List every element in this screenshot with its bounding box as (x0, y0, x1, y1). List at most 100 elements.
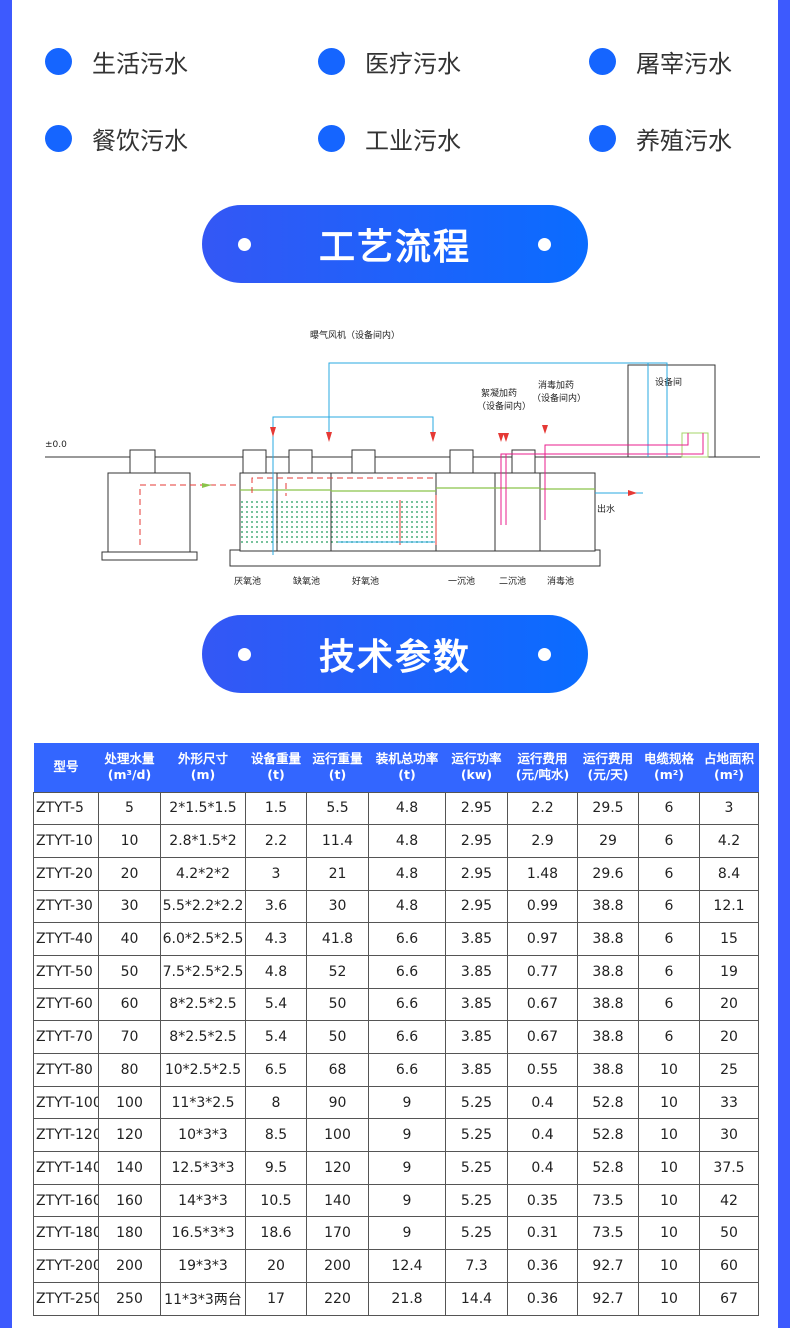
category-item: 餐饮污水 (45, 121, 188, 156)
air-pipes (272, 362, 668, 555)
column-header-unit: (元/天) (587, 767, 629, 783)
bullet-icon (318, 125, 345, 152)
table-cell: ZTYT-30 (33, 889, 99, 924)
table-cell: 20 (699, 987, 759, 1022)
table-cell: 5.5 (306, 791, 369, 826)
table-cell: 11*3*2.5 (160, 1085, 246, 1120)
table-cell: ZTYT-140 (33, 1151, 99, 1185)
table-cell: 10 (98, 824, 161, 858)
table-cell: 20 (98, 856, 161, 891)
table-cell: 10 (638, 1053, 700, 1087)
table-cell: 6 (638, 824, 700, 858)
table-cell: 1.48 (507, 856, 578, 891)
table-cell: 60 (98, 987, 161, 1022)
table-cell: 90 (306, 1085, 369, 1120)
table-cell: 29 (577, 824, 639, 858)
category-item: 养殖污水 (589, 121, 732, 156)
table-cell: 16.5*3*3 (160, 1216, 246, 1251)
table-cell: 5.25 (445, 1085, 508, 1120)
table-cell: 2.95 (445, 791, 508, 826)
table-cell: 4.2*2*2 (160, 856, 246, 891)
table-cell: ZTYT-160 (33, 1183, 99, 1218)
table-cell: 2.8*1.5*2 (160, 824, 246, 858)
table-cell: 6.6 (368, 987, 446, 1022)
table-cell: 6.6 (368, 954, 446, 989)
table-cell: 5.4 (245, 987, 307, 1022)
table-cell: 180 (98, 1216, 161, 1251)
table-cell: 14*3*3 (160, 1183, 246, 1218)
bio-media (241, 500, 436, 545)
table-cell: 33 (699, 1085, 759, 1120)
table-cell: 21 (306, 856, 369, 891)
table-cell: 10 (638, 1118, 700, 1153)
table-cell: ZTYT-120 (33, 1118, 99, 1153)
column-header: 占地面积 (m²) (699, 743, 759, 792)
table-cell: 8*2.5*2.5 (160, 987, 246, 1022)
spec-table: 型号 处理水量 (m³/d) 外形尺寸 (m) 设备重量 (t) 运行重量 (t) 装机总功率 (t… (33, 743, 759, 1316)
table-cell: 9 (368, 1085, 446, 1120)
table-cell: 52.8 (577, 1085, 639, 1120)
section-title-params: 技术参数 (202, 615, 588, 693)
table-cell: 0.55 (507, 1053, 578, 1087)
table-cell: 4.8 (245, 954, 307, 989)
table-cell: 1.5 (245, 791, 307, 826)
table-cell: ZTYT-200 (33, 1249, 99, 1283)
column-header-title: 占地面积 (703, 751, 754, 767)
column-header: 运行费用 (元/吨水) (507, 743, 578, 792)
column-header: 运行重量 (t) (306, 743, 369, 792)
table-header: 型号 处理水量 (m³/d) 外形尺寸 (m) 设备重量 (t) 运行重量 (t) 装机总功率 (t… (33, 743, 759, 792)
table-row: ZTYT-80 80 10*2.5*2.5 6.5 68 6.6 3.85 0.55 38.8 1… (33, 1053, 759, 1087)
category-label: 医疗污水 (365, 50, 461, 78)
table-cell: 0.31 (507, 1216, 578, 1251)
floc-dosing-sub: （设备间内） (477, 400, 531, 412)
table-cell: 10 (638, 1281, 700, 1316)
table-cell: ZTYT-5 (33, 791, 99, 826)
column-header-title: 装机总功率 (375, 751, 439, 767)
bullet-icon (589, 48, 616, 75)
table-cell: 6.0*2.5*2.5 (160, 922, 246, 956)
table-row: ZTYT-50 50 7.5*2.5*2.5 4.8 52 6.6 3.85 0.77 38.8… (33, 954, 759, 989)
table-cell: 8.4 (699, 856, 759, 891)
table-cell: 9 (368, 1216, 446, 1251)
table-cell: ZTYT-100 (33, 1085, 99, 1120)
section-title-process: 工艺流程 (202, 205, 588, 283)
table-cell: 6.6 (368, 1053, 446, 1087)
column-header: 处理水量 (m³/d) (98, 743, 161, 792)
table-cell: 20 (699, 1020, 759, 1054)
table-cell: 92.7 (577, 1281, 639, 1316)
column-header-unit: (m²) (654, 767, 684, 783)
category-label: 餐饮污水 (92, 127, 188, 155)
table-cell: 140 (98, 1151, 161, 1185)
table-cell: 60 (699, 1249, 759, 1283)
table-cell: 10 (638, 1216, 700, 1251)
table-cell: 42 (699, 1183, 759, 1218)
column-header-title: 运行费用 (582, 751, 633, 767)
table-cell: 19 (699, 954, 759, 989)
table-cell: 4.8 (368, 856, 446, 891)
table-row: ZTYT-30 30 5.5*2.2*2.2 3.6 30 4.8 2.95 0.99 38.8… (33, 889, 759, 924)
section-title-text: 工艺流程 (318, 227, 471, 268)
table-cell: 10*3*3 (160, 1118, 246, 1153)
table-cell: 0.4 (507, 1118, 578, 1153)
table-row: ZTYT-60 60 8*2.5*2.5 5.4 50 6.6 3.85 0.67 38.8 6 2… (33, 987, 759, 1022)
table-row: ZTYT-140 140 12.5*3*3 9.5 120 9 5.25 0.4 52.8 10 3… (33, 1151, 759, 1185)
table-cell: 6 (638, 1020, 700, 1054)
table-cell: 9 (368, 1183, 446, 1218)
table-row: ZTYT-70 70 8*2.5*2.5 5.4 50 6.6 3.85 0.67 38.8 6 2… (33, 1020, 759, 1054)
column-header-unit: (m³/d) (107, 767, 152, 783)
column-header-title: 运行功率 (451, 751, 502, 767)
disinfect-dosing-label: 消毒加药 (538, 379, 574, 391)
table-cell: 38.8 (577, 1020, 639, 1054)
table-cell: 30 (699, 1118, 759, 1153)
table-row: ZTYT-200 200 19*3*3 20 200 12.4 7.3 0.36 92.7 10 6… (33, 1249, 759, 1283)
process-flow-diagram: 曝气风机（设备间内） ±0.0 设备间 (45, 329, 760, 587)
table-row: ZTYT-10 10 2.8*1.5*2 2.2 11.4 4.8 2.95 2.9 29 6 4.… (33, 824, 759, 858)
table-cell: 100 (98, 1085, 161, 1120)
tank-label: 缺氧池 (293, 575, 320, 587)
table-cell: 120 (306, 1151, 369, 1185)
table-cell: 6 (638, 889, 700, 924)
column-header-title: 运行重量 (312, 751, 363, 767)
category-label: 工业污水 (365, 127, 461, 155)
table-cell: 8*2.5*2.5 (160, 1020, 246, 1054)
table-cell: 9 (368, 1118, 446, 1153)
